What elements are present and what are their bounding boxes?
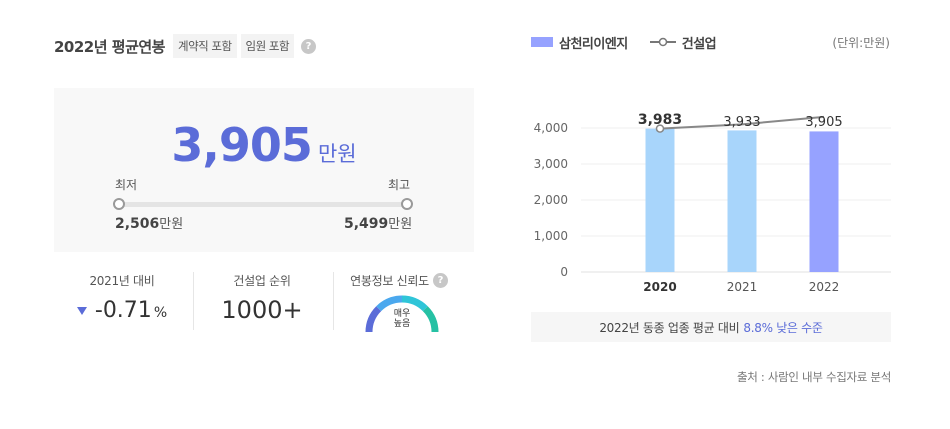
stat-divider: [333, 272, 334, 330]
industry-rank-label: 건설업 순위: [233, 274, 291, 288]
data-source: 출처 : 사람인 내부 수집자료 분석: [737, 370, 891, 384]
range-min-knob: [113, 198, 125, 210]
reliability-gauge-icon: [365, 295, 439, 333]
chart-legend: 삼천리이엔지 건설업: [531, 33, 717, 52]
data-label: 3,933: [723, 115, 760, 130]
salary-header: 2022년 평균연봉 계약직 포함 임원 포함 ?: [54, 34, 317, 58]
legend-company-label: 삼천리이엔지: [559, 36, 628, 52]
comparison-text: 2022년 동종 업종 평균 대비: [599, 320, 740, 335]
min-salary-value: 2,506: [115, 216, 160, 232]
salary-range-track: [119, 202, 407, 207]
legend-industry-label: 건설업: [681, 36, 717, 52]
tag-contract-included: 계약직 포함: [172, 34, 237, 58]
reliability-label-row: 연봉정보 신뢰도 ?: [334, 272, 464, 289]
data-label: 3,983: [638, 112, 682, 128]
reliability-level: 매우 높음: [364, 309, 440, 329]
down-arrow-icon: [76, 307, 87, 315]
yoy-change-label: 2021년 대비: [89, 274, 155, 288]
min-label: 최저: [115, 178, 138, 192]
help-icon[interactable]: ?: [432, 273, 448, 288]
y-tick-label: 0: [560, 265, 568, 279]
industry-comparison: 2022년 동종 업종 평균 대비 8.8% 낮은 수준: [531, 312, 891, 342]
yoy-change-value: -0.71: [94, 298, 152, 323]
max-salary-unit: 만원: [388, 217, 413, 232]
legend-industry-line-icon: [649, 37, 676, 47]
reliability-label: 연봉정보 신뢰도: [350, 274, 429, 288]
gauge-segment: [401, 295, 428, 312]
y-tick-label: 1,000: [534, 229, 568, 243]
bar-2021: [727, 130, 757, 272]
average-salary-unit: 만원: [317, 142, 357, 166]
max-salary: 5,499만원: [344, 213, 412, 232]
industry-line: [659, 115, 825, 130]
x-tick-label: 2020: [643, 280, 676, 294]
max-salary-value: 5,499: [344, 216, 389, 232]
chart-unit: (단위:만원): [832, 36, 890, 50]
gauge-segment: [422, 306, 439, 333]
gauge-segment: [376, 295, 403, 312]
gauge-segment: [365, 306, 382, 333]
min-salary: 2,506만원: [115, 213, 183, 232]
yoy-change-unit: %: [153, 305, 168, 321]
industry-rank-value: 1000+: [221, 296, 303, 324]
reliability-level-line2: 높음: [393, 319, 411, 329]
x-tick-label: 2021: [727, 280, 758, 294]
max-label: 최고: [388, 178, 411, 192]
average-salary-value: 3,905: [171, 118, 313, 172]
salary-summary-box: 3,905 만원 최저 최고 2,506만원 5,499만원: [54, 88, 474, 252]
salary-trend-chart: 0 1,000 2,000 3,000 4,000 2020 2021 2022 3,983 3,…: [534, 112, 891, 294]
average-salary: 3,905 만원: [54, 118, 474, 172]
reliability-level-line1: 매우: [393, 309, 411, 319]
y-tick-label: 2,000: [534, 193, 568, 207]
y-tick-label: 3,000: [534, 157, 568, 171]
help-icon[interactable]: ?: [301, 38, 317, 54]
stat-divider: [193, 272, 194, 330]
tag-executive-included: 임원 포함: [240, 34, 295, 58]
bar-2022: [809, 131, 839, 272]
y-tick-label: 4,000: [534, 121, 568, 135]
page-title: 2022년 평균연봉: [54, 37, 165, 56]
range-max-knob: [401, 198, 413, 210]
yoy-change: -0.71 %: [62, 298, 182, 323]
bar-2020: [645, 128, 675, 272]
x-tick-label: 2022: [809, 280, 840, 294]
data-label: 3,905: [805, 115, 842, 130]
legend-company-swatch: [531, 37, 553, 47]
comparison-highlight: 8.8% 낮은 수준: [743, 320, 823, 335]
min-salary-unit: 만원: [159, 217, 184, 232]
industry-point: [655, 124, 665, 133]
